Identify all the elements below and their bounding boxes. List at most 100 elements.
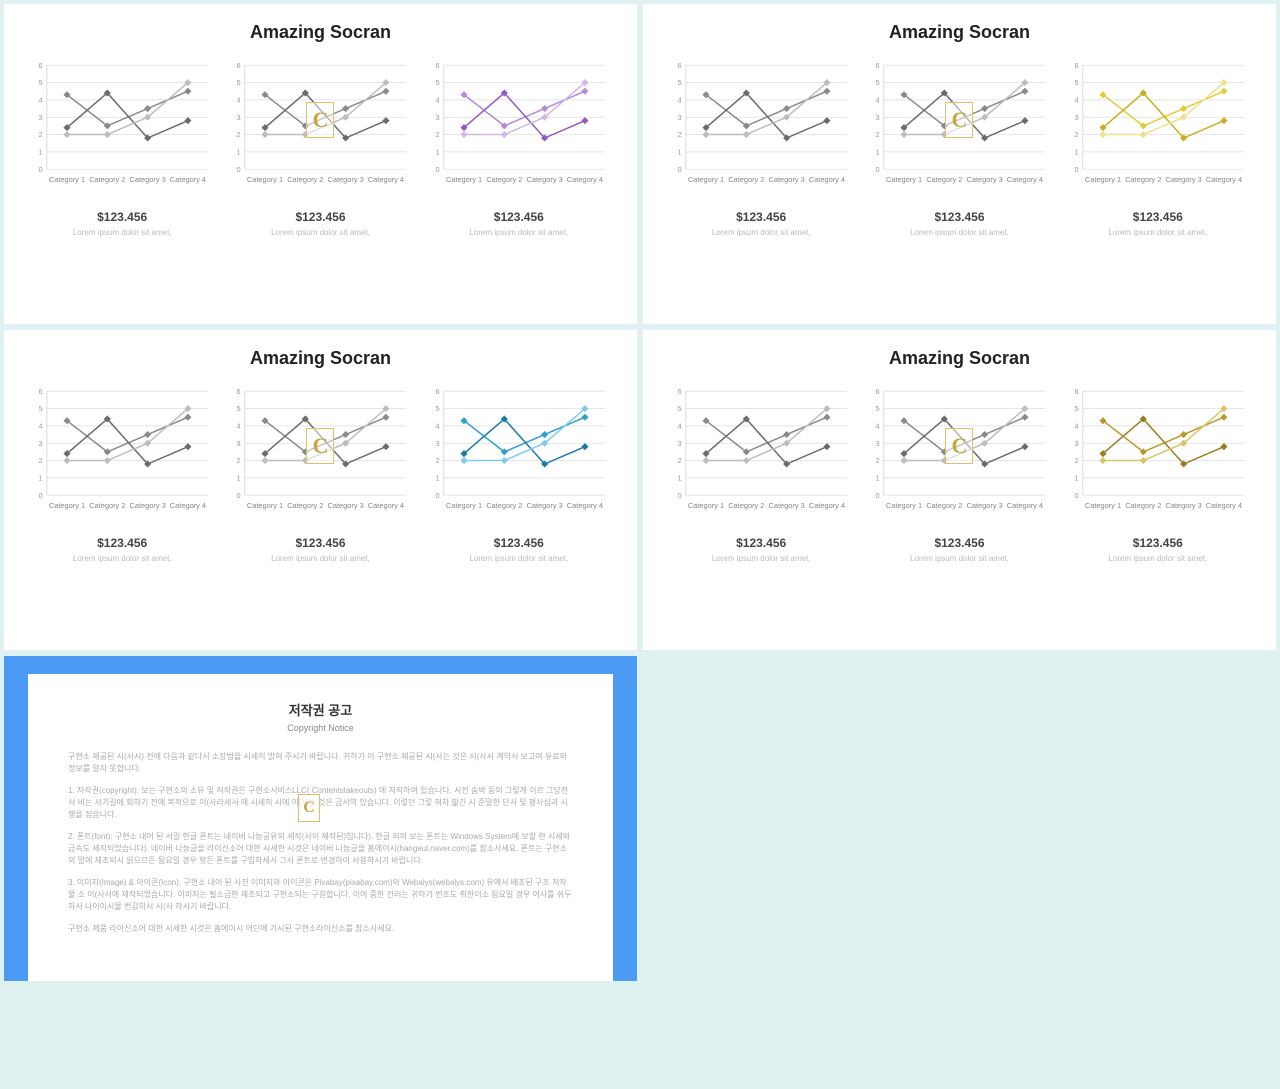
svg-text:Category 2: Category 2 xyxy=(288,175,324,184)
svg-text:Category 4: Category 4 xyxy=(1205,175,1241,184)
svg-text:Category 4: Category 4 xyxy=(1007,501,1043,510)
svg-text:Category 2: Category 2 xyxy=(728,501,764,510)
slide-title: Amazing Socran xyxy=(32,348,609,369)
svg-text:4: 4 xyxy=(1074,422,1078,431)
svg-text:3: 3 xyxy=(237,113,241,122)
copyright-subtitle: Copyright Notice xyxy=(68,723,573,733)
chart-column: 0123456Category 1Category 2Category 3Cat… xyxy=(32,387,212,563)
chart-subtext: Lorem ipsum dolor sit amet, xyxy=(469,228,568,237)
svg-text:Category 4: Category 4 xyxy=(1205,501,1241,510)
copyright-body: 구현소 제공된 시(사시) 전에 다음과 같다서 소장법을 시세히 밝혀 주시기… xyxy=(68,751,573,935)
svg-text:1: 1 xyxy=(1074,148,1078,157)
svg-text:5: 5 xyxy=(1074,404,1078,413)
svg-text:1: 1 xyxy=(435,474,439,483)
charts-row: 0123456Category 1Category 2Category 3Cat… xyxy=(671,61,1248,237)
watermark-logo: C xyxy=(298,794,320,822)
chart-subtext: Lorem ipsum dolor sit amet, xyxy=(910,554,1009,563)
svg-text:Category 1: Category 1 xyxy=(49,501,85,510)
charts-row: 0 1 2 3 4 5 6 Category 1 Category 2 Category 3 Cat… xyxy=(32,387,609,563)
svg-text:Category 4: Category 4 xyxy=(809,175,845,184)
logo-glyph: C xyxy=(952,433,968,459)
line-chart: 0123456Category 1Category 2Category 3Cat… xyxy=(1068,387,1248,514)
chart-price: $123.456 xyxy=(295,210,345,224)
svg-text:Category 2: Category 2 xyxy=(728,175,764,184)
svg-text:Category 3: Category 3 xyxy=(1165,501,1201,510)
svg-text:0: 0 xyxy=(237,491,241,500)
charts-row: 0123456Category 1Category 2Category 3Cat… xyxy=(671,387,1248,563)
svg-text:4: 4 xyxy=(435,96,439,105)
svg-text:4: 4 xyxy=(435,422,439,431)
svg-text:2: 2 xyxy=(237,130,241,139)
svg-text:Category 1: Category 1 xyxy=(1085,175,1121,184)
svg-text:4: 4 xyxy=(237,96,241,105)
svg-text:3: 3 xyxy=(435,439,439,448)
svg-text:1: 1 xyxy=(237,474,241,483)
slide-title: Amazing Socran xyxy=(671,348,1248,369)
svg-text:4: 4 xyxy=(677,422,681,431)
svg-text:4: 4 xyxy=(38,422,42,431)
line-chart: 0123456Category 1Category 2Category 3Cat… xyxy=(230,387,410,514)
svg-text:3: 3 xyxy=(435,113,439,122)
svg-text:0: 0 xyxy=(38,165,42,174)
svg-text:0: 0 xyxy=(237,165,241,174)
svg-text:6: 6 xyxy=(677,387,681,396)
chart-price: $123.456 xyxy=(736,536,786,550)
svg-text:6: 6 xyxy=(38,387,42,396)
svg-text:5: 5 xyxy=(435,78,439,87)
line-chart: 0123456Category 1Category 2Category 3Cat… xyxy=(671,387,851,514)
line-chart: 0123456Category 1Category 2Category 3Cat… xyxy=(230,61,410,188)
watermark-logo: C xyxy=(945,102,973,138)
svg-text:6: 6 xyxy=(1074,387,1078,396)
svg-text:Category 4: Category 4 xyxy=(170,501,206,510)
svg-text:5: 5 xyxy=(677,78,681,87)
svg-text:4: 4 xyxy=(876,96,880,105)
svg-text:Category 3: Category 3 xyxy=(526,501,562,510)
chart-price: $123.456 xyxy=(97,536,147,550)
svg-text:Category 2: Category 2 xyxy=(89,175,125,184)
chart-column: 0123456Category 1Category 2Category 3Cat… xyxy=(869,387,1049,563)
chart-price: $123.456 xyxy=(97,210,147,224)
logo-glyph: C xyxy=(303,799,315,817)
svg-text:1: 1 xyxy=(237,148,241,157)
svg-text:Category 4: Category 4 xyxy=(368,175,404,184)
svg-text:Category 2: Category 2 xyxy=(927,175,963,184)
logo-glyph: C xyxy=(952,107,968,133)
svg-text:3: 3 xyxy=(237,439,241,448)
svg-text:5: 5 xyxy=(38,404,42,413)
slide-title: Amazing Socran xyxy=(671,22,1248,43)
logo-glyph: C xyxy=(313,433,329,459)
svg-text:5: 5 xyxy=(876,404,880,413)
svg-text:Category 1: Category 1 xyxy=(886,175,922,184)
chart-price: $123.456 xyxy=(1133,536,1183,550)
chart-column: 0123456Category 1Category 2Category 3Cat… xyxy=(1068,387,1248,563)
svg-text:Category 1: Category 1 xyxy=(49,175,85,184)
line-chart: 0123456Category 1Category 2Category 3Cat… xyxy=(671,61,851,188)
copyright-paragraph: 3. 이미지(Image) & 아이콘(Icon): 구현소 내어 된 사진 이… xyxy=(68,877,573,913)
svg-text:2: 2 xyxy=(1074,130,1078,139)
copyright-paragraph: 1. 저작권(copyright): 보는 구현소의 소유 및 저작권은 구현소… xyxy=(68,785,573,821)
svg-text:Category 3: Category 3 xyxy=(328,501,364,510)
chart-column: 0123456Category 1Category 2Category 3Cat… xyxy=(230,61,410,237)
svg-text:6: 6 xyxy=(435,61,439,70)
svg-text:6: 6 xyxy=(876,387,880,396)
svg-text:Category 2: Category 2 xyxy=(89,501,125,510)
svg-text:Category 3: Category 3 xyxy=(769,175,805,184)
svg-text:3: 3 xyxy=(1074,439,1078,448)
chart-column: 0123456Category 1Category 2Category 3Cat… xyxy=(230,387,410,563)
svg-text:Category 1: Category 1 xyxy=(1085,501,1121,510)
svg-text:3: 3 xyxy=(876,113,880,122)
chart-column: 0123456Category 1Category 2Category 3Cat… xyxy=(869,61,1049,237)
svg-text:3: 3 xyxy=(677,113,681,122)
svg-text:5: 5 xyxy=(876,78,880,87)
chart-column: 0123456Category 1Category 2Category 3Cat… xyxy=(429,61,609,237)
svg-text:0: 0 xyxy=(38,491,42,500)
svg-text:2: 2 xyxy=(677,456,681,465)
slide-title: Amazing Socran xyxy=(32,22,609,43)
svg-text:5: 5 xyxy=(435,404,439,413)
svg-text:2: 2 xyxy=(435,456,439,465)
chart-slide: Amazing Socran 0 1 2 3 4 5 6 Category 1 Category … xyxy=(4,330,637,650)
line-chart: 0123456Category 1Category 2Category 3Cat… xyxy=(869,387,1049,514)
chart-slide: Amazing Socran0123456Category 1Category … xyxy=(643,4,1276,324)
svg-text:1: 1 xyxy=(38,474,42,483)
svg-text:0: 0 xyxy=(435,491,439,500)
